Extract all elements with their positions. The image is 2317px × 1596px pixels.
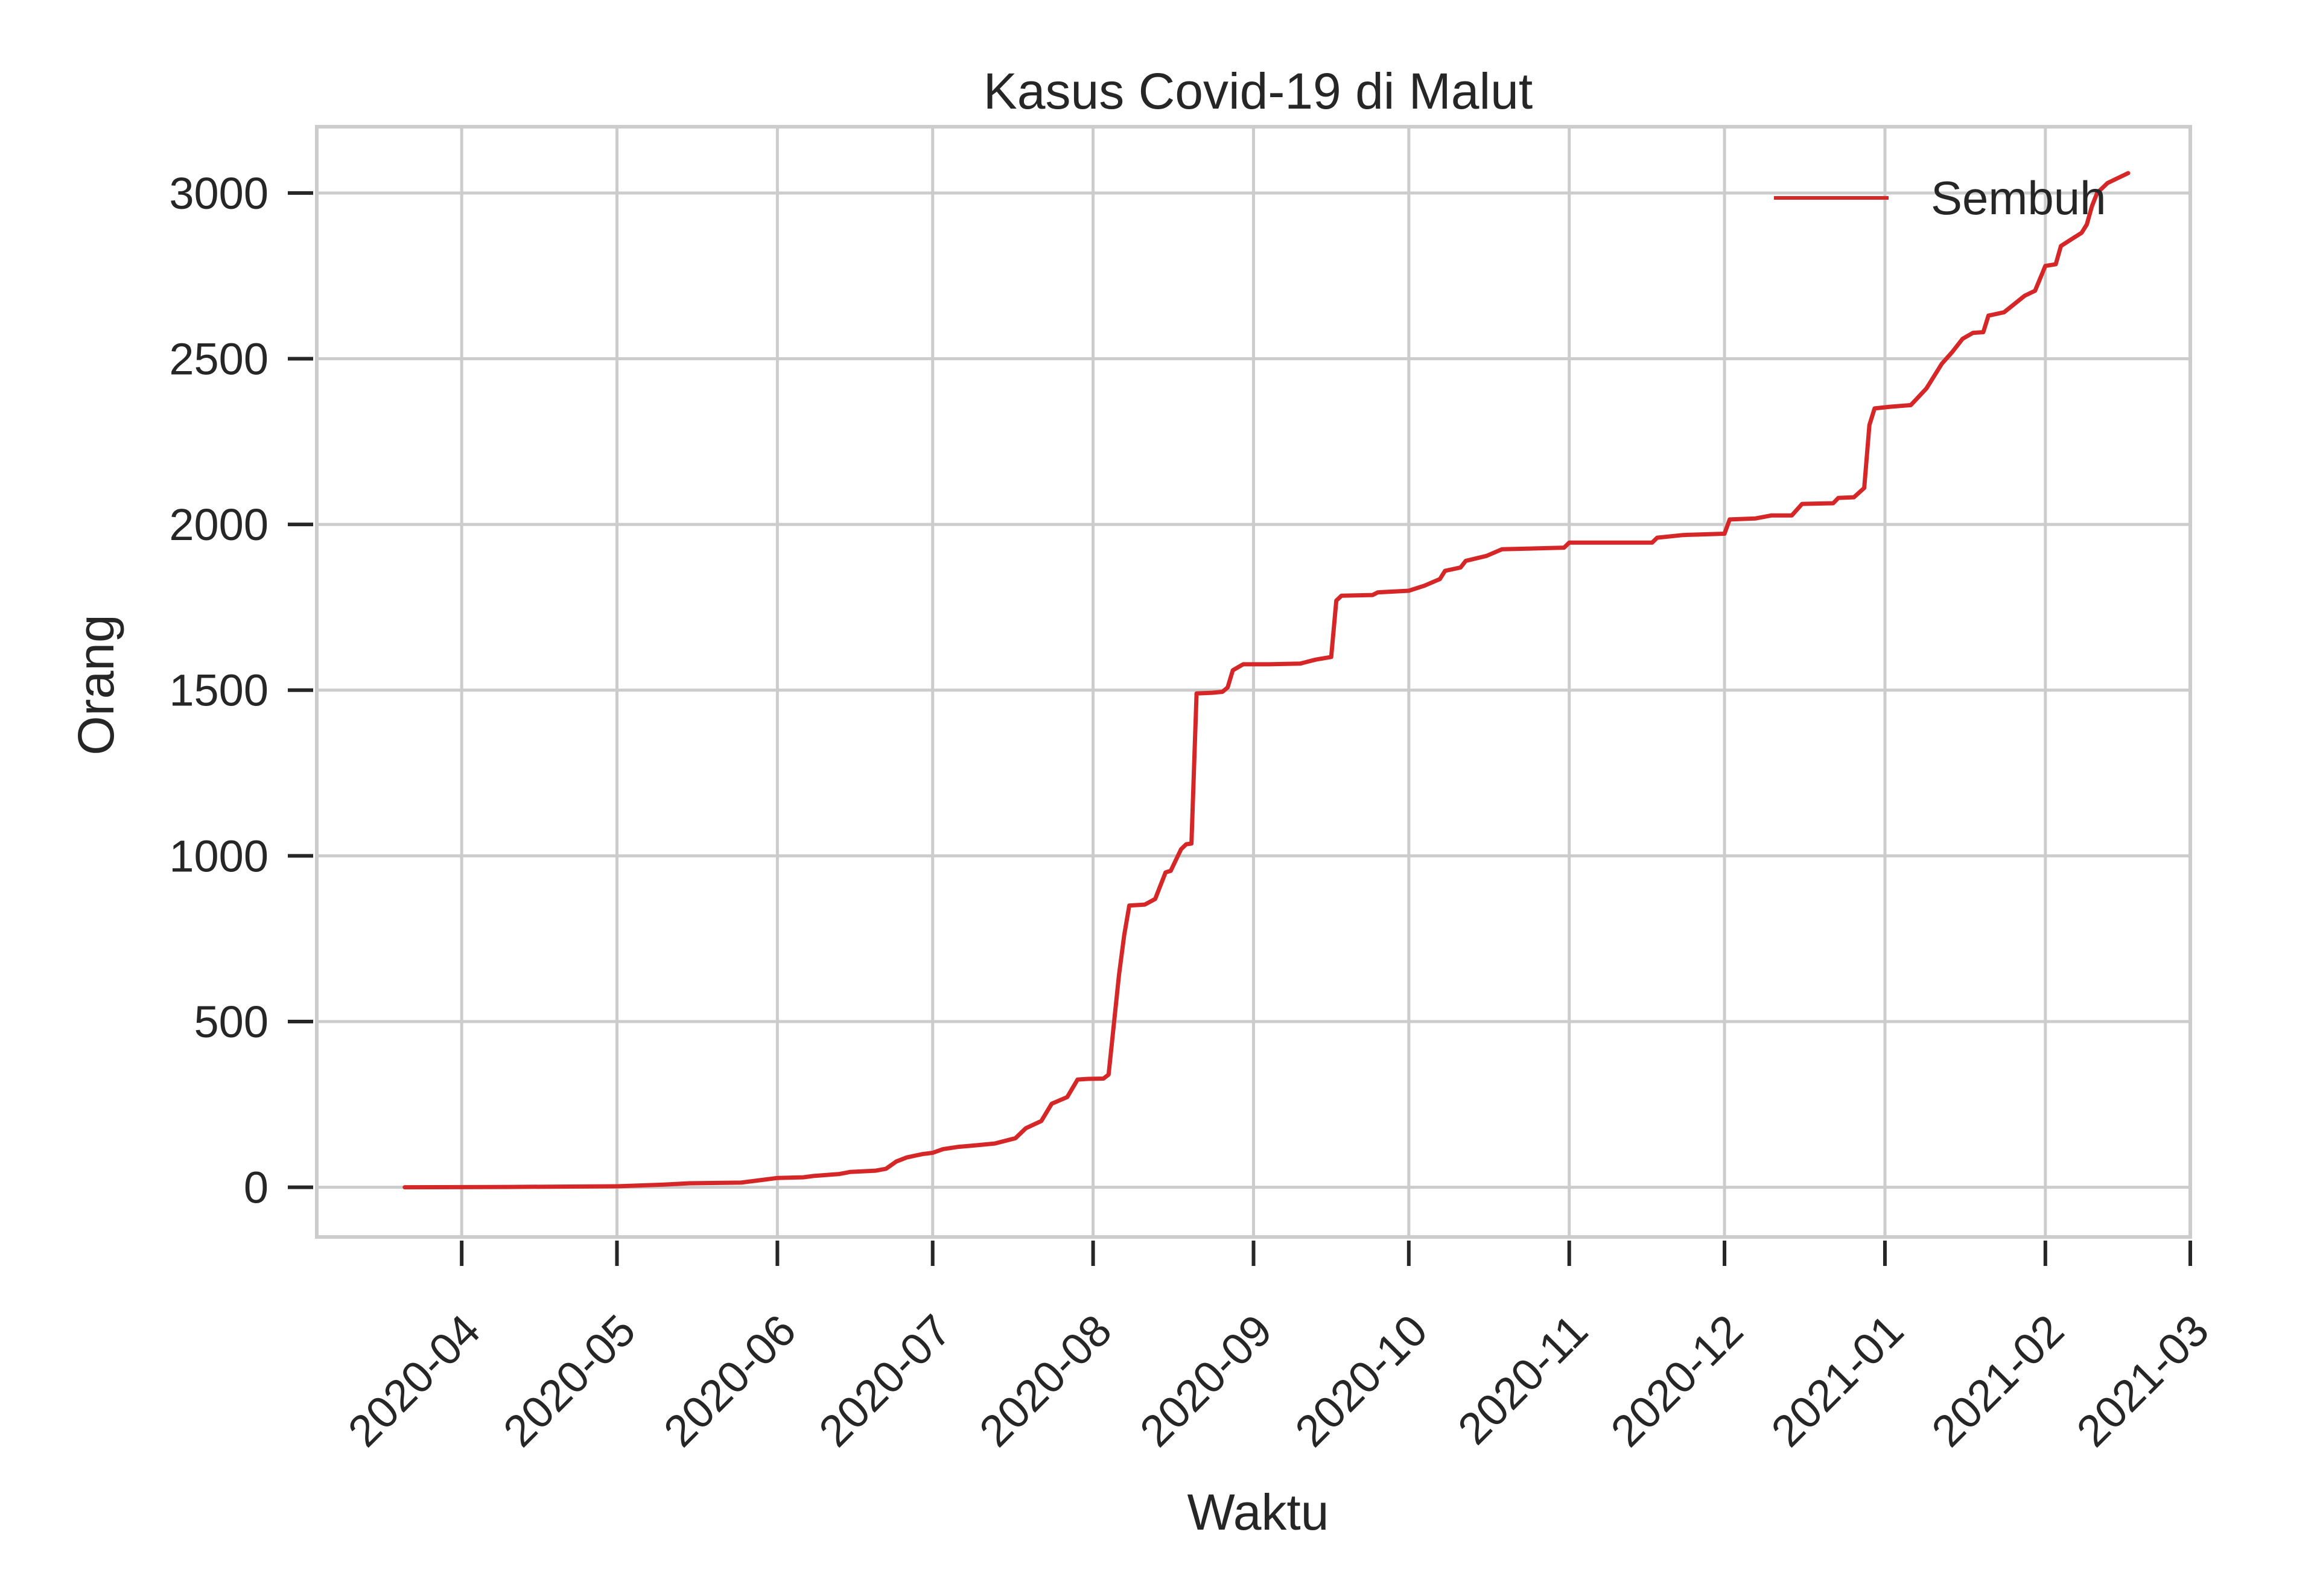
series-lines (402, 171, 2131, 1190)
grid-lines (317, 127, 2192, 1237)
y-tick-label: 2500 (169, 334, 269, 384)
y-tick-label: 1000 (169, 831, 269, 881)
y-tick-label: 1500 (169, 666, 269, 716)
series-line-sembuh (402, 171, 2131, 1190)
y-axis-label: Orang (68, 614, 124, 755)
x-axis-label: Waktu (1187, 1484, 1329, 1540)
legend: Sembuh (1774, 171, 2106, 224)
y-tick-label: 0 (244, 1163, 269, 1213)
y-tick-label: 2000 (169, 500, 269, 550)
y-tick-label: 3000 (169, 168, 269, 218)
chart-title: Kasus Covid-19 di Malut (984, 63, 1533, 119)
legend-label-sembuh: Sembuh (1931, 171, 2106, 224)
y-tick-label: 500 (194, 997, 269, 1047)
plot-area-frame (315, 125, 2192, 1239)
